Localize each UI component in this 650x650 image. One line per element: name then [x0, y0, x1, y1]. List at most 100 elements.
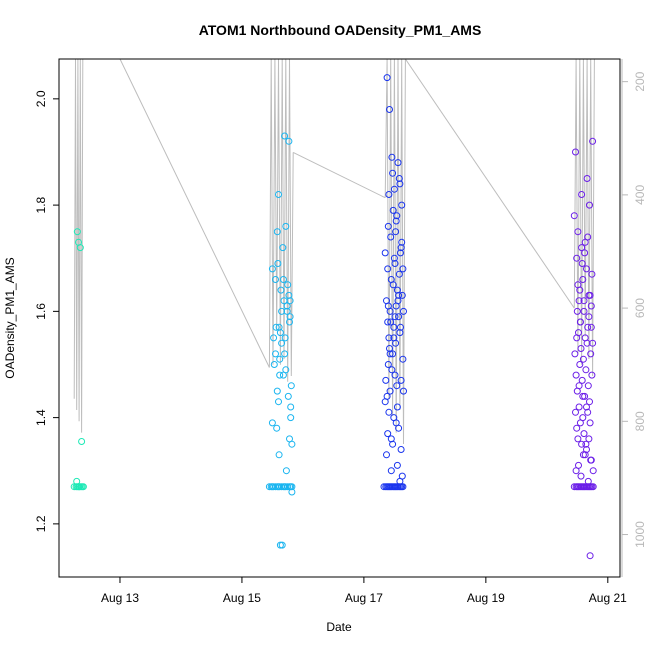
data-point: [573, 334, 581, 342]
data-point: [282, 222, 290, 230]
right-y-tick-label: 200: [633, 71, 647, 91]
data-point: [579, 392, 587, 400]
data-point: [387, 233, 395, 241]
x-tick-label: Aug 19: [467, 591, 505, 605]
data-point: [284, 392, 292, 400]
y-tick-label: 1.4: [34, 409, 48, 426]
data-point: [393, 382, 401, 390]
right-y-tick-label: 800: [633, 411, 647, 431]
data-point: [270, 361, 278, 368]
data-point: [574, 228, 582, 236]
data-point: [584, 382, 592, 390]
data-point: [397, 249, 404, 257]
data-point: [390, 323, 398, 331]
data-point: [585, 291, 593, 299]
data-point: [572, 408, 579, 416]
data-point: [583, 175, 591, 182]
data-point: [273, 228, 281, 236]
data-point: [392, 228, 400, 236]
data-point: [587, 323, 595, 331]
data-point: [579, 414, 587, 422]
data-point: [390, 185, 398, 193]
data-point: [571, 350, 579, 358]
data-point: [382, 376, 390, 384]
data-point: [589, 467, 597, 475]
data-point: [276, 329, 284, 337]
data-point: [288, 488, 296, 496]
data-point: [575, 297, 583, 305]
data-point: [395, 313, 403, 321]
data-point: [390, 254, 398, 262]
y-tick-label: 2.0: [34, 90, 48, 107]
data-point: [389, 169, 397, 177]
data-point: [398, 238, 406, 246]
data-point: [393, 461, 401, 469]
data-point: [588, 270, 596, 278]
data-point: [275, 398, 282, 406]
data-point: [384, 302, 392, 310]
data-point: [287, 403, 295, 411]
y-tick-label: 1.6: [34, 303, 48, 320]
data-point: [589, 483, 597, 491]
data-point: [587, 302, 595, 310]
data-point: [582, 440, 590, 448]
data-point: [585, 435, 593, 443]
altitude-trace-segment: [292, 151, 386, 199]
data-point: [385, 408, 393, 416]
data-point: [395, 424, 403, 432]
data-point: [579, 276, 587, 283]
data-point: [268, 419, 276, 427]
data-point: [75, 483, 83, 491]
data-point: [575, 403, 583, 411]
data-point: [581, 249, 589, 257]
data-point: [272, 276, 279, 283]
data-point: [579, 451, 587, 459]
data-point: [397, 244, 405, 252]
axes-layer: 1.2 1.4 1.6 1.8 2.0 Aug 13 Aug 15 Aug 17 Aug 19 A…: [34, 59, 647, 605]
data-point: [397, 376, 405, 384]
data-point: [381, 249, 389, 257]
data-point: [276, 371, 284, 379]
data-point: [387, 435, 395, 443]
data-point: [393, 212, 401, 220]
x-tick-label: Aug 13: [101, 591, 139, 605]
data-point: [583, 265, 590, 273]
plot-frame: [58, 58, 621, 578]
data-point: [400, 387, 407, 395]
data-point: [384, 222, 392, 230]
data-point: [285, 291, 293, 299]
data-point: [275, 191, 282, 198]
data-point: [576, 286, 584, 294]
data-point: [277, 286, 285, 294]
data-point: [578, 440, 586, 448]
data-point: [391, 313, 399, 321]
data-point: [281, 350, 289, 358]
altitude-trace-segment: [73, 59, 84, 433]
data-point: [578, 244, 586, 252]
data-point: [278, 541, 286, 549]
data-point: [384, 361, 392, 368]
data-point: [383, 74, 391, 82]
data-point: [281, 132, 289, 140]
data-point: [580, 430, 588, 438]
data-point: [579, 355, 587, 363]
data-point: [288, 483, 296, 491]
data-point: [580, 307, 588, 315]
altitude-trace-segment: [268, 59, 294, 382]
data-point: [397, 323, 404, 331]
data-point: [391, 260, 399, 267]
data-point: [279, 244, 287, 252]
data-point: [575, 461, 582, 469]
data-point: [73, 228, 81, 236]
data-point: [387, 318, 395, 326]
data-point: [281, 334, 289, 342]
data-point: [577, 345, 585, 352]
data-points-layer: [70, 74, 597, 560]
data-point: [584, 408, 592, 416]
data-point: [279, 276, 287, 283]
data-point: [589, 339, 597, 347]
data-point: [573, 424, 581, 432]
data-point: [399, 265, 407, 273]
data-point: [268, 265, 276, 273]
x-tick-label: Aug 17: [345, 591, 383, 605]
